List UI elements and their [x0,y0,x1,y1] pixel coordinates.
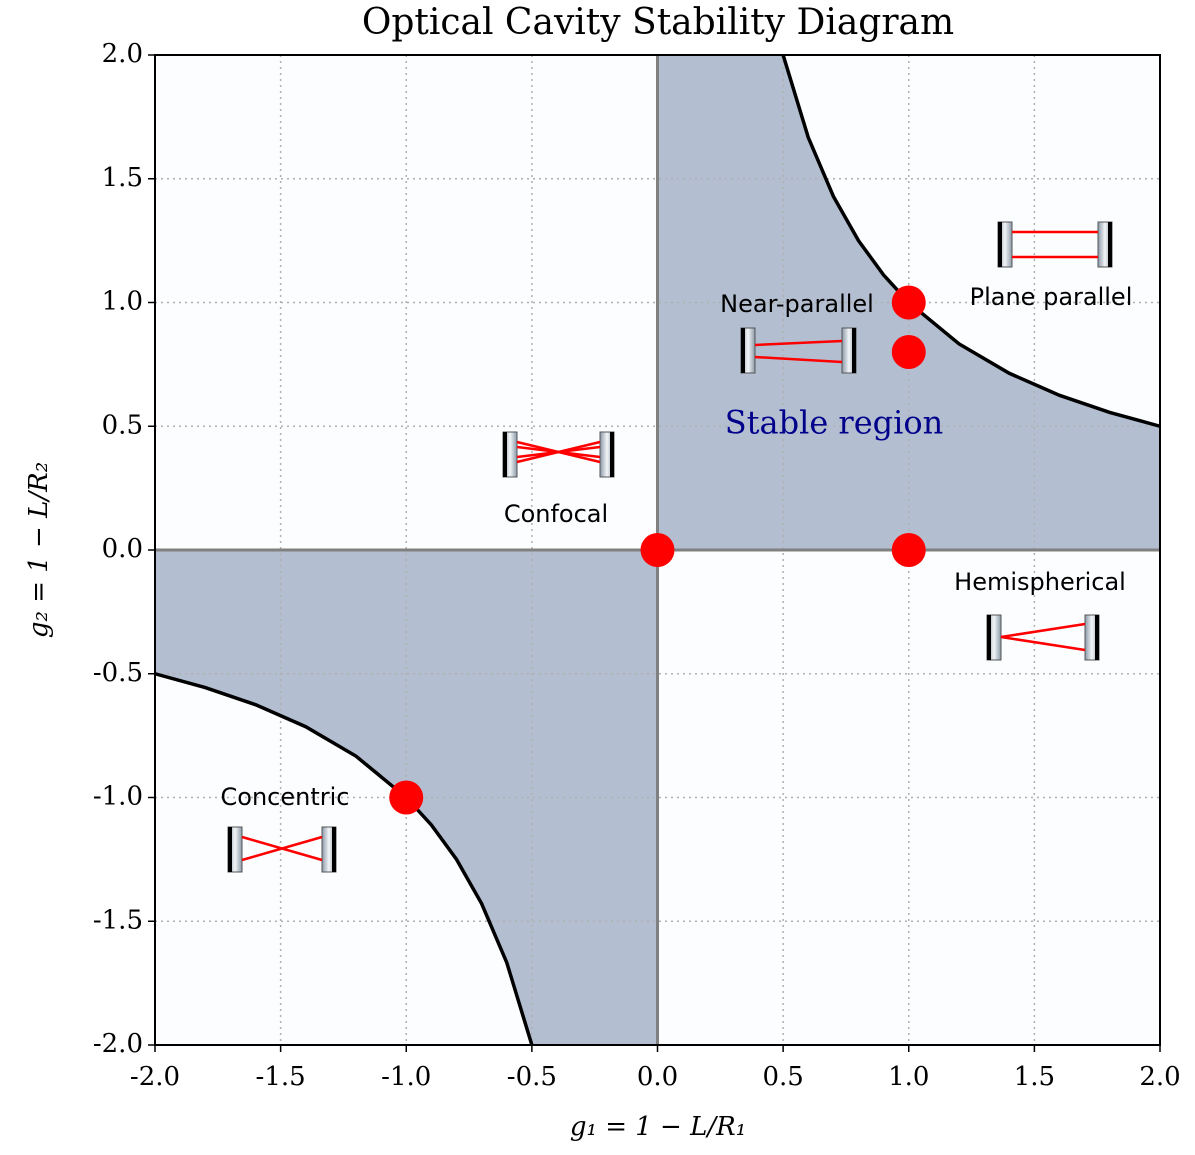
ray [516,445,601,459]
x-tick-label: 2.0 [1139,1062,1180,1092]
x-tick-label: 0.0 [637,1062,678,1092]
chart-title: Optical Cavity Stability Diagram [362,2,954,43]
x-tick-label: 1.5 [1014,1062,1055,1092]
y-tick-label: 2.0 [102,39,143,69]
point [891,285,926,320]
mirror-back [852,328,856,373]
mirror-back [1095,615,1099,660]
y-axis-label: g₂ = 1 − L/R₂ [24,462,54,638]
y-tick-label: 1.0 [102,287,143,317]
annotation: Stable region [725,404,944,442]
x-tick-label: 1.0 [888,1062,929,1092]
point [891,335,926,369]
x-tick-label: -1.0 [381,1062,431,1092]
y-tick-label: 0.5 [102,410,143,440]
annotation: Plane parallel [970,283,1133,311]
mirror-back [332,827,336,872]
plot-frame [154,54,1161,1046]
mirror-back [998,222,1002,267]
mirror-back [1108,222,1112,267]
mirror-back [228,827,232,872]
y-tick-label: -1.5 [93,905,143,935]
annotation: Near-parallel [720,290,874,318]
point [389,780,424,815]
mirror-back [503,432,507,477]
annotation: Hemispherical [954,568,1126,596]
x-tick-label: -2.0 [130,1062,180,1092]
y-tick-label: -1.0 [93,782,143,812]
mirror-back [610,432,614,477]
ray [241,835,323,862]
point [640,533,675,567]
mirror-back [987,615,991,660]
point [891,533,926,567]
ray [754,355,843,364]
y-tick-label: -2.0 [93,1029,143,1059]
y-tick-label: 1.5 [102,163,143,193]
x-tick-label: 0.5 [762,1062,803,1092]
x-tick-label: -0.5 [507,1062,557,1092]
y-tick-label: -0.5 [93,658,143,688]
ray [1000,622,1086,639]
mirror-back [741,328,745,373]
annotation: Confocal [504,500,608,528]
y-tick-label: 0.0 [102,534,143,564]
ray [754,339,843,347]
x-tick-label: -1.5 [256,1062,306,1092]
annotation: Concentric [221,783,350,811]
ray [1000,635,1086,652]
x-axis-label: g₁ = 1 − L/R₁ [570,1112,746,1142]
